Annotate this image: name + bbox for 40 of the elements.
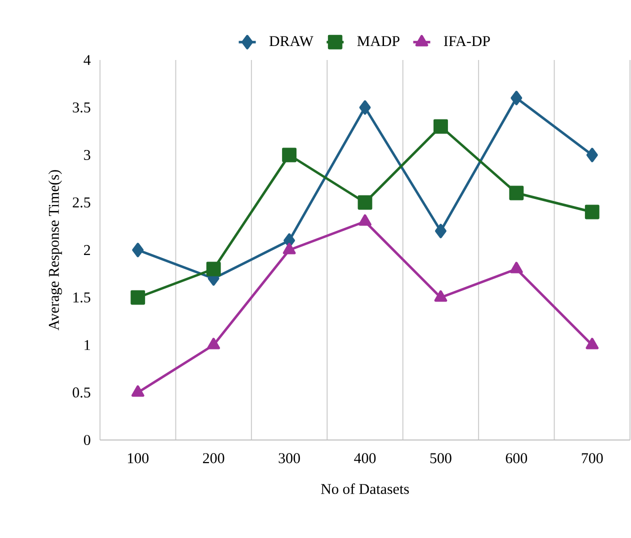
y-tick-label: 1 [84, 340, 90, 350]
point [207, 338, 220, 350]
point [130, 290, 146, 305]
point [131, 385, 144, 397]
point [358, 195, 372, 210]
y-tick-label: 1.5 [73, 292, 90, 303]
point [586, 148, 598, 162]
point [584, 204, 600, 220]
point [434, 290, 448, 302]
x-tick-label: 300 [278, 453, 300, 464]
x-tick-label: 500 [430, 453, 452, 464]
point [358, 214, 372, 226]
y-axis-title: Average Response Time(s) [48, 170, 62, 330]
x-axis-title: No of Datasets [321, 483, 409, 494]
y-tick-label: 0.5 [72, 387, 90, 398]
point [510, 90, 522, 106]
point [510, 262, 523, 274]
x-tick-label: 600 [506, 453, 528, 464]
y-tick-label: 3 [84, 150, 90, 160]
point [282, 148, 297, 162]
y-tick-label: 2.5 [72, 197, 90, 208]
point [206, 262, 221, 276]
x-tick-label: 700 [582, 453, 603, 464]
x-tick-label: 400 [354, 453, 376, 464]
y-tick-label: 2 [84, 245, 90, 255]
point [359, 100, 371, 115]
legend-label: MADP [357, 36, 400, 46]
y-tick-label: 3.5 [72, 102, 90, 113]
point [586, 338, 599, 350]
legend-label: IFA-DP [444, 36, 490, 46]
x-tick-label: 100 [128, 453, 148, 464]
point [434, 224, 446, 238]
x-tick-label: 200 [203, 453, 224, 464]
point [132, 242, 144, 258]
point [282, 242, 296, 254]
y-tick-label: 0 [84, 434, 90, 446]
point [509, 186, 524, 200]
y-tick-label: 4 [84, 55, 91, 65]
legend-label: DRAW [269, 36, 314, 46]
point [433, 119, 448, 134]
